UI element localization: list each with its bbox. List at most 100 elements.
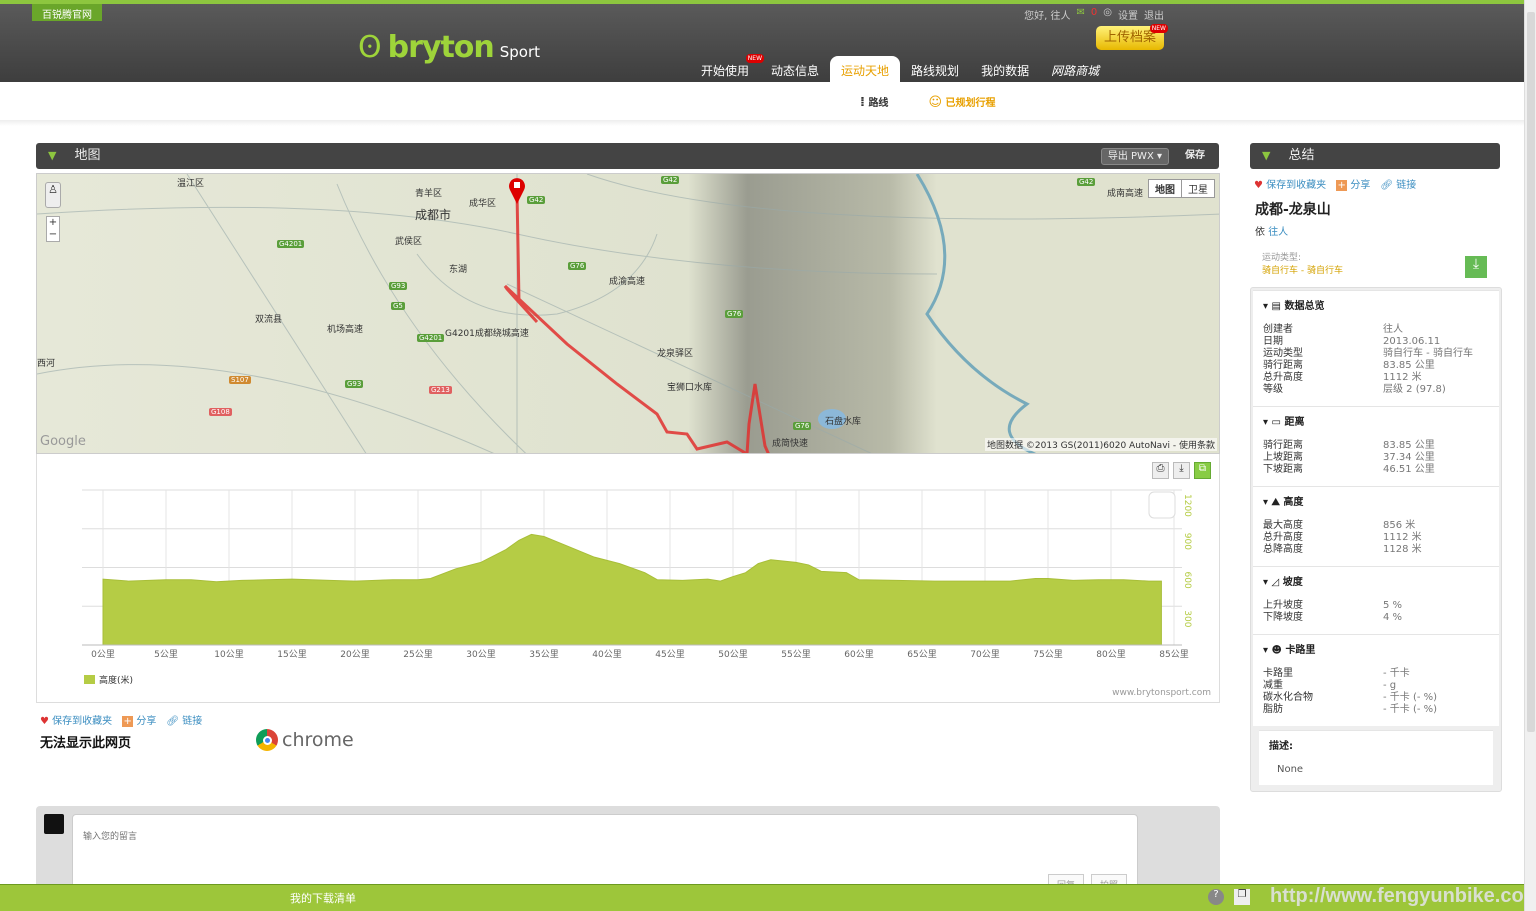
help-icon[interactable]: ? bbox=[1208, 889, 1224, 905]
map-label: 宝狮口水库 bbox=[667, 383, 713, 393]
stat-row: 总升高度 1112 米 bbox=[1263, 532, 1422, 543]
nav-item[interactable]: 运动天地 bbox=[830, 56, 901, 86]
permalink[interactable]: 🔗︎ 链接 bbox=[166, 716, 203, 727]
nav-item[interactable]: 网路商城 bbox=[1051, 64, 1100, 78]
elevation-chart: 300 600 900 1200 0公里 5公里 10公里 15公里 20公里 25公里 30公里 3… bbox=[82, 489, 1192, 660]
satellite-button[interactable]: 卫星 bbox=[1188, 185, 1208, 196]
download-icon[interactable]: ⤓ bbox=[1173, 462, 1190, 479]
subnav-item[interactable]: ☺ 已规划行程 bbox=[928, 95, 996, 110]
start-marker-icon[interactable] bbox=[507, 176, 527, 206]
globe-icon[interactable]: ◎ bbox=[1103, 7, 1112, 18]
link-icon: 🔗︎ bbox=[1380, 180, 1394, 191]
download-icon[interactable]: ⤓ bbox=[1465, 256, 1487, 278]
map-label: 石盘水库 bbox=[825, 417, 862, 427]
scrollbar[interactable] bbox=[1524, 0, 1536, 911]
x-tick-label: 30公里 bbox=[466, 649, 495, 660]
export-pwx-select[interactable]: 导出 PWX ▾ bbox=[1100, 148, 1169, 165]
section-header[interactable]: ▾ ▭ 距离 bbox=[1263, 417, 1305, 428]
chart-legend[interactable]: 高度(米) bbox=[84, 673, 133, 686]
x-tick-label: 5公里 bbox=[154, 649, 178, 660]
print-icon[interactable]: ⎙ bbox=[1152, 462, 1169, 479]
legend-label: 高度(米) bbox=[99, 676, 134, 686]
watermark: http://www.fengyunbike.com bbox=[1270, 885, 1536, 907]
map-actions: ♥ 保存到收藏夹 + 分享 🔗︎ 链接 bbox=[40, 712, 202, 727]
mail-icon[interactable]: ✉ bbox=[1076, 7, 1085, 18]
fav-link[interactable]: ♥ 保存到收藏夹 bbox=[1254, 180, 1327, 191]
route-line bbox=[503, 191, 770, 453]
zoom-control[interactable]: + − bbox=[46, 216, 60, 242]
downloads-link[interactable]: 我的下载清单 bbox=[290, 892, 356, 905]
map-copyright: 地图数据 ©2013 GS(2011)6020 AutoNavi - 使用条款 bbox=[985, 438, 1217, 451]
section-icon: ◿ bbox=[1271, 577, 1280, 588]
description-label: 描述: bbox=[1269, 741, 1293, 752]
plus-icon: + bbox=[122, 716, 134, 727]
window-icon[interactable]: ❐ bbox=[1234, 889, 1250, 905]
section-icon: ▤ bbox=[1271, 301, 1281, 312]
y-tick-label: 1200 bbox=[1182, 494, 1192, 517]
stat-row: 等级 层级 2 (97.8) bbox=[1263, 384, 1446, 395]
official-site-link[interactable]: 百锐腾官网 bbox=[32, 4, 102, 21]
chrome-icon bbox=[256, 729, 278, 751]
stat-row: 上升坡度 5 % bbox=[1263, 600, 1403, 611]
upload-button[interactable]: 上传档案 NEW bbox=[1096, 24, 1168, 50]
section-icon: ☻ bbox=[1271, 645, 1282, 656]
elevation-area bbox=[102, 533, 1162, 646]
scrollbar-thumb[interactable] bbox=[1527, 12, 1535, 732]
chrome-logo: chrome bbox=[256, 729, 354, 751]
section-icon: ⛰ bbox=[1271, 497, 1280, 508]
zoom-out-button[interactable]: − bbox=[48, 229, 58, 240]
plus-icon: + bbox=[1336, 180, 1348, 191]
share-link[interactable]: + 分享 bbox=[1336, 180, 1371, 191]
map-label: 西河 bbox=[37, 359, 56, 369]
stat-row: 最大高度 856 米 bbox=[1263, 520, 1416, 531]
summary-panel: ♥ 保存到收藏夹 + 分享 🔗︎ 链接 成都-龙泉山 依 往人 运动类型: 骑自… bbox=[1250, 170, 1502, 278]
road-shield: G76 bbox=[568, 262, 587, 270]
save-button[interactable]: 保存 bbox=[1185, 150, 1205, 161]
stat-row: 卡路里 - 千卡 bbox=[1263, 668, 1410, 679]
permalink[interactable]: 🔗︎ 链接 bbox=[1380, 180, 1417, 191]
summary-section: ▾ ◿ 坡度 上升坡度 5 % 下降坡度 4 % bbox=[1253, 566, 1499, 634]
nav-item[interactable]: 我的数据 bbox=[981, 64, 1030, 78]
fullscreen-icon[interactable]: ⧉ bbox=[1194, 462, 1211, 479]
section-header[interactable]: ▾ ☻ 卡路里 bbox=[1263, 645, 1316, 656]
map-label: 双流县 bbox=[255, 315, 283, 325]
section-header[interactable]: ▾ ⛰ 高度 bbox=[1263, 497, 1304, 508]
x-tick-label: 0公里 bbox=[91, 649, 115, 660]
x-tick-label: 55公里 bbox=[781, 649, 810, 660]
map-label: 青羊区 bbox=[415, 189, 443, 199]
zoom-in-button[interactable]: + bbox=[48, 217, 58, 228]
stat-row: 脂肪 - 千卡 (- %) bbox=[1263, 704, 1438, 715]
x-tick-label: 65公里 bbox=[907, 649, 936, 660]
error-message: 无法显示此网页 bbox=[40, 736, 132, 751]
section-header[interactable]: ▾ ◿ 坡度 bbox=[1263, 577, 1303, 588]
fav-link[interactable]: ♥ 保存到收藏夹 bbox=[40, 716, 113, 727]
river bbox=[915, 174, 1037, 453]
x-tick-label: 15公里 bbox=[277, 649, 306, 660]
sport-type-value: 骑自行车 - 骑自行车 bbox=[1262, 266, 1343, 276]
x-tick-label: 80公里 bbox=[1096, 649, 1125, 660]
stat-row: 运动类型 骑自行车 - 骑自行车 bbox=[1263, 348, 1473, 359]
x-tick-label: 40公里 bbox=[592, 649, 621, 660]
summary-header[interactable]: ▼ 总结 bbox=[1250, 143, 1500, 169]
route-map[interactable]: 温江区 青羊区 成华区 成都市 武侯区 东湖 双流县 机场高速 G4201成都绕城高速 成渝高速龙… bbox=[36, 173, 1220, 454]
nav-item[interactable]: 开始使用 NEW bbox=[701, 54, 765, 78]
logout-link[interactable]: 退出 bbox=[1144, 11, 1164, 22]
section-header[interactable]: ▾ ▤ 数据总览 bbox=[1263, 301, 1325, 312]
logo-icon: ʘ bbox=[358, 30, 382, 65]
map-type-button[interactable]: 地图 bbox=[1149, 180, 1182, 197]
description-text: None bbox=[1277, 764, 1304, 775]
map-label: G4201成都绕城高速 bbox=[445, 329, 529, 339]
new-badge: NEW bbox=[745, 54, 765, 63]
map-title: 地图 bbox=[74, 148, 101, 163]
author-link[interactable]: 往人 bbox=[1268, 227, 1289, 238]
bryton-logo[interactable]: ʘ bryton Sport bbox=[358, 30, 541, 65]
settings-link[interactable]: 设置 bbox=[1118, 11, 1138, 22]
x-tick-label: 70公里 bbox=[970, 649, 999, 660]
street-view-pegman-icon[interactable]: ♙ bbox=[45, 182, 61, 208]
collapse-icon[interactable]: ▼ bbox=[48, 149, 57, 162]
share-link[interactable]: + 分享 bbox=[122, 716, 157, 727]
map-panel-header[interactable]: ▼ 地图 导出 PWX ▾ 保存 bbox=[36, 143, 1219, 169]
nav-item[interactable]: 路线规划 bbox=[911, 64, 960, 78]
nav-item[interactable]: 动态信息 bbox=[771, 64, 820, 78]
subnav-item[interactable]: ⁞ 路线 bbox=[860, 95, 889, 110]
